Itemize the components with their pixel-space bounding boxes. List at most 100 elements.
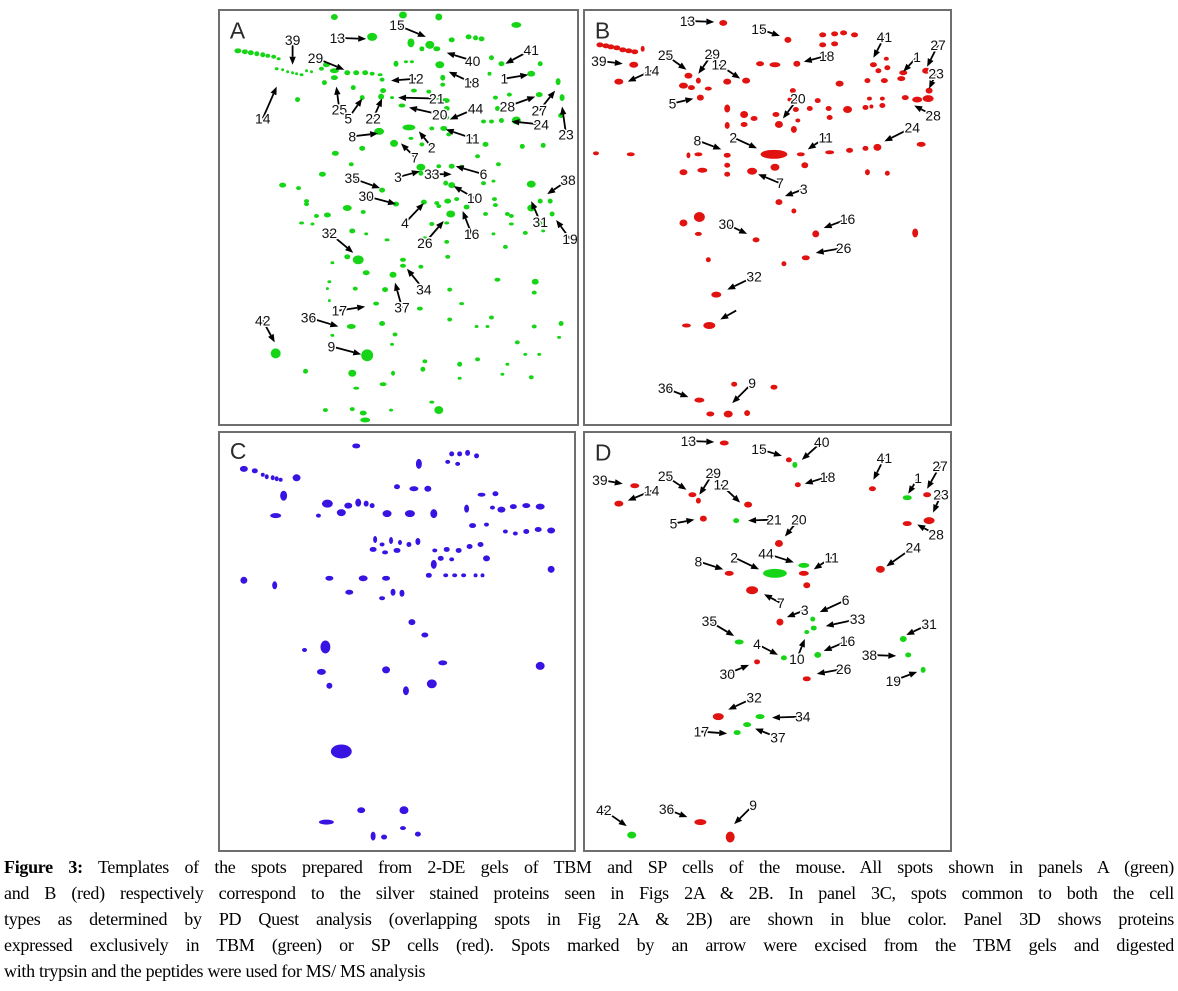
svg-text:10: 10: [467, 190, 483, 206]
svg-text:36: 36: [301, 310, 317, 326]
svg-text:12: 12: [712, 57, 728, 73]
svg-text:29: 29: [705, 46, 721, 62]
svg-text:30: 30: [358, 188, 374, 204]
svg-text:23: 23: [928, 66, 944, 82]
svg-text:9: 9: [328, 338, 336, 354]
svg-text:11: 11: [824, 549, 839, 565]
svg-text:21: 21: [429, 91, 445, 107]
svg-text:40: 40: [465, 53, 481, 69]
svg-text:5: 5: [344, 110, 352, 126]
svg-text:2: 2: [729, 129, 737, 145]
svg-text:17: 17: [332, 303, 348, 319]
svg-text:36: 36: [658, 380, 674, 396]
caption-line-2: and B (red) respectively correspond to t…: [4, 883, 1174, 903]
svg-text:2: 2: [730, 549, 738, 565]
svg-text:44: 44: [468, 101, 484, 117]
svg-text:19: 19: [886, 673, 902, 689]
svg-text:1: 1: [501, 71, 509, 87]
svg-text:14: 14: [644, 483, 660, 499]
svg-text:3: 3: [801, 602, 809, 618]
svg-text:41: 41: [524, 42, 540, 58]
svg-text:32: 32: [746, 690, 762, 706]
svg-text:20: 20: [790, 91, 806, 107]
svg-text:32: 32: [746, 269, 762, 285]
svg-text:39: 39: [592, 472, 608, 488]
svg-text:20: 20: [791, 512, 807, 528]
panel-c-common-blue-gel: C: [218, 431, 576, 852]
svg-text:36: 36: [659, 801, 675, 817]
svg-text:14: 14: [255, 110, 271, 126]
svg-text:15: 15: [751, 21, 767, 37]
svg-text:11: 11: [818, 129, 833, 145]
svg-text:10: 10: [789, 651, 805, 667]
svg-text:41: 41: [877, 29, 893, 45]
svg-text:29: 29: [308, 50, 324, 66]
svg-text:29: 29: [706, 465, 722, 481]
svg-text:37: 37: [394, 300, 410, 316]
svg-text:7: 7: [777, 595, 785, 611]
svg-text:A: A: [230, 18, 246, 44]
svg-text:31: 31: [921, 616, 937, 632]
svg-text:3: 3: [394, 169, 402, 185]
svg-text:1: 1: [914, 470, 922, 486]
svg-text:32: 32: [322, 225, 338, 241]
caption-text-1: Templates of the spots prepared from 2-D…: [97, 857, 1174, 877]
svg-text:13: 13: [681, 433, 697, 449]
svg-text:33: 33: [424, 166, 440, 182]
svg-text:27: 27: [932, 458, 948, 474]
svg-text:16: 16: [464, 226, 480, 242]
svg-text:19: 19: [562, 231, 577, 247]
svg-text:27: 27: [930, 37, 946, 53]
svg-text:1: 1: [913, 49, 921, 65]
panel-a-tbm-green-gel: 15 13 39 29 41 40 12 18 1 14 25 5 22 21 20 44 28 27 24 23 8 2…: [218, 9, 579, 426]
svg-text:6: 6: [842, 592, 850, 608]
svg-text:8: 8: [695, 553, 703, 569]
svg-text:40: 40: [814, 434, 830, 450]
svg-text:8: 8: [348, 128, 356, 144]
svg-text:34: 34: [416, 282, 432, 298]
panel-d-exclusive-gel: 13 15 40 18 41 1 27 23 39 14 25 29 12 5 21 20 28 24 8 2 44 11…: [583, 431, 952, 852]
panel-b-sp-red-gel: 13 15 41 27 39 25 29 12 18 1 23 14 5 20 28 24 8 2 11 7 3 16 26…: [583, 9, 952, 426]
svg-text:24: 24: [905, 539, 921, 555]
svg-text:15: 15: [751, 441, 767, 457]
svg-text:7: 7: [776, 175, 784, 191]
svg-text:30: 30: [718, 216, 734, 232]
svg-text:14: 14: [644, 63, 660, 79]
svg-text:15: 15: [389, 17, 405, 33]
svg-text:11: 11: [465, 130, 480, 146]
svg-text:24: 24: [904, 119, 920, 135]
caption-line-1: Figure 3: Templates of the spots prepare…: [4, 854, 1174, 880]
svg-text:27: 27: [531, 103, 547, 119]
svg-text:6: 6: [480, 166, 488, 182]
svg-text:18: 18: [820, 469, 836, 485]
svg-text:42: 42: [255, 312, 271, 328]
svg-text:41: 41: [877, 450, 893, 466]
caption-line-3: types as determined by PD Quest analysis…: [4, 909, 1174, 929]
svg-text:44: 44: [758, 545, 774, 561]
svg-text:28: 28: [925, 107, 941, 123]
svg-text:23: 23: [933, 487, 949, 503]
svg-text:16: 16: [840, 633, 856, 649]
svg-text:38: 38: [560, 172, 576, 188]
svg-text:34: 34: [795, 709, 811, 725]
svg-text:9: 9: [748, 375, 756, 391]
svg-text:24: 24: [533, 116, 549, 132]
figure-label: Figure 3:: [4, 857, 83, 877]
svg-text:31: 31: [532, 214, 548, 230]
svg-text:35: 35: [345, 170, 361, 186]
svg-text:C: C: [230, 438, 247, 464]
svg-text:25: 25: [332, 102, 348, 118]
panel-c-gel-plot: C: [230, 438, 556, 841]
svg-text:4: 4: [753, 636, 761, 652]
svg-text:22: 22: [365, 110, 381, 126]
svg-text:16: 16: [840, 211, 856, 227]
svg-text:9: 9: [749, 797, 757, 813]
svg-text:25: 25: [658, 468, 674, 484]
svg-text:18: 18: [819, 48, 835, 64]
svg-text:30: 30: [719, 666, 735, 682]
svg-text:23: 23: [558, 126, 574, 142]
svg-text:4: 4: [401, 215, 409, 231]
